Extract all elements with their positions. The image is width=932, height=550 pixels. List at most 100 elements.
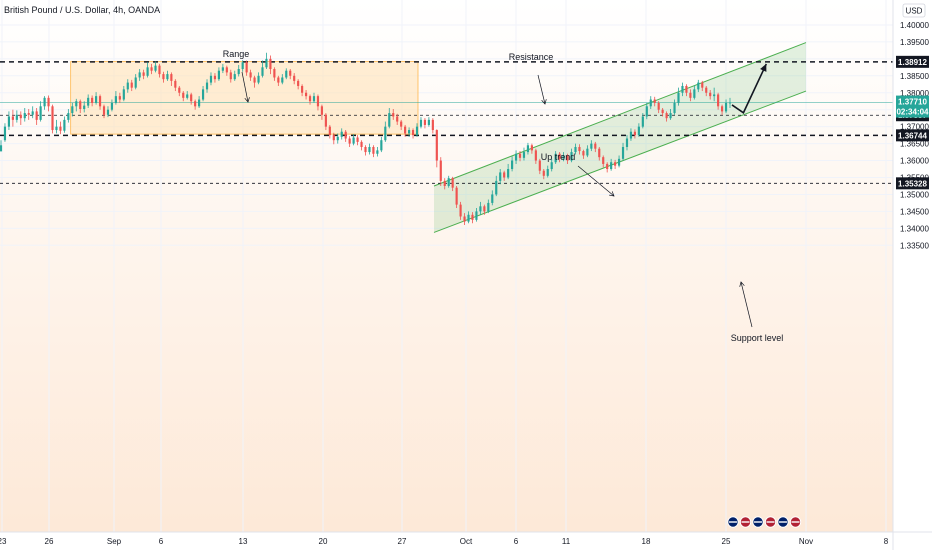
candle-body bbox=[392, 113, 395, 117]
candle-body bbox=[340, 131, 343, 137]
candle-body bbox=[162, 74, 165, 80]
x-tick-label: 6 bbox=[159, 537, 164, 546]
candle-body bbox=[590, 143, 593, 149]
candle-body bbox=[301, 85, 304, 93]
candle-body bbox=[186, 94, 189, 98]
annotation-label: Support level bbox=[731, 333, 784, 343]
x-tick-label: 26 bbox=[45, 537, 54, 546]
candle-body bbox=[455, 187, 458, 205]
candle-body bbox=[146, 67, 149, 76]
candle-body bbox=[645, 106, 648, 117]
candle-body bbox=[273, 69, 276, 78]
annotation-arrow bbox=[241, 71, 249, 103]
candle-body bbox=[27, 113, 30, 115]
candle-body bbox=[479, 206, 482, 212]
candle-body bbox=[213, 75, 217, 80]
y-tick-label: 1.34000 bbox=[900, 224, 929, 233]
candle-body bbox=[114, 96, 117, 103]
candle-body bbox=[7, 116, 11, 127]
y-tick-label: 1.36000 bbox=[900, 157, 929, 166]
candle-body bbox=[134, 77, 137, 88]
level-lines bbox=[0, 61, 895, 184]
candle-body bbox=[724, 102, 728, 112]
candle-body bbox=[459, 204, 462, 217]
candle-body bbox=[170, 74, 173, 81]
candle-body bbox=[87, 97, 90, 106]
candle-body bbox=[372, 146, 375, 154]
candle-body bbox=[629, 131, 633, 139]
candle-body bbox=[641, 116, 644, 127]
candle-body bbox=[102, 106, 106, 115]
range-box-layer bbox=[70, 61, 419, 135]
candle-body bbox=[388, 113, 391, 127]
candle-body bbox=[312, 96, 316, 102]
price-tag-label: 1.38912 bbox=[898, 58, 927, 67]
candle-body bbox=[47, 97, 50, 107]
candle-body bbox=[293, 75, 296, 81]
candles bbox=[0, 52, 732, 225]
candle-body bbox=[154, 65, 157, 71]
x-tick-label: 23 bbox=[0, 537, 7, 546]
candle-body bbox=[447, 178, 450, 186]
candle-body bbox=[297, 80, 300, 86]
annotation-arrowhead bbox=[739, 281, 745, 287]
candle-body bbox=[526, 145, 530, 153]
candle-body bbox=[19, 114, 22, 119]
candle-body bbox=[491, 194, 494, 203]
candle-body bbox=[344, 131, 347, 139]
candle-body bbox=[467, 214, 470, 222]
y-tick-label: 1.34500 bbox=[900, 207, 929, 216]
candle-body bbox=[439, 160, 442, 181]
candle-body bbox=[471, 214, 474, 220]
x-tick-label: 20 bbox=[319, 537, 328, 546]
candle-body bbox=[205, 82, 209, 90]
candle-body bbox=[728, 102, 732, 104]
candle-body bbox=[126, 82, 129, 90]
candle-body bbox=[705, 87, 708, 93]
x-tick-label: 11 bbox=[562, 537, 571, 546]
candle-body bbox=[122, 89, 125, 100]
candle-body bbox=[657, 102, 660, 110]
candle-body bbox=[75, 101, 78, 107]
candle-body bbox=[360, 141, 363, 147]
time-axis-panel bbox=[0, 532, 932, 550]
candle-body bbox=[91, 97, 94, 103]
candle-body bbox=[709, 92, 712, 97]
candle-body bbox=[364, 146, 367, 153]
candle-body bbox=[245, 62, 248, 73]
candle-body bbox=[249, 72, 252, 78]
candle-body bbox=[376, 150, 379, 154]
candle-body bbox=[233, 74, 236, 80]
candle-body bbox=[511, 160, 514, 170]
candle-body bbox=[582, 151, 585, 156]
candle-body bbox=[221, 67, 224, 71]
candle-body bbox=[562, 155, 565, 159]
candle-body bbox=[614, 162, 617, 166]
candle-body bbox=[174, 80, 177, 88]
candle-body bbox=[701, 82, 704, 88]
candle-body bbox=[237, 69, 240, 75]
candle-body bbox=[427, 119, 430, 125]
candle-body bbox=[3, 126, 7, 141]
candle-body bbox=[67, 113, 70, 120]
price-tag-label: 1.35328 bbox=[898, 179, 927, 188]
candle-body bbox=[241, 62, 244, 70]
candle-body bbox=[11, 116, 14, 120]
candle-body bbox=[217, 70, 220, 80]
y-tick-label: 1.37000 bbox=[900, 123, 929, 132]
title-separator: , bbox=[108, 5, 114, 15]
projection-layer bbox=[731, 63, 768, 114]
candle-body bbox=[229, 72, 232, 80]
candle-body bbox=[522, 152, 526, 158]
candle-body bbox=[546, 169, 549, 176]
x-tick-label: Nov bbox=[799, 537, 813, 546]
candle-body bbox=[332, 135, 335, 141]
candle-body bbox=[384, 126, 387, 141]
candle-body bbox=[574, 146, 577, 153]
candle-body bbox=[443, 180, 446, 186]
y-tick-label: 1.35000 bbox=[900, 190, 929, 199]
candle-body bbox=[209, 75, 213, 83]
annotation-arrow bbox=[577, 165, 615, 197]
